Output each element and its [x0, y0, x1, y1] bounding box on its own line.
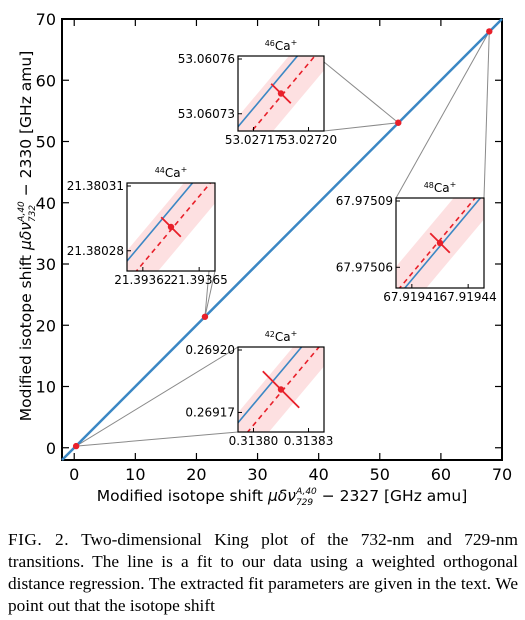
inset-data-point — [277, 90, 285, 97]
inset-y-tick-label: 53.06073 — [178, 107, 235, 121]
inset-band-group — [396, 198, 484, 288]
inset-data-point — [167, 223, 175, 231]
y-tick-label: 30 — [36, 255, 56, 274]
y-tick-label: 10 — [36, 378, 56, 397]
inset-x-tick-label: 53.02717 — [225, 133, 282, 147]
inset-fit-line — [238, 347, 324, 432]
inset-x-tick-label: 67.91941 — [383, 290, 440, 304]
data-point-42 — [72, 442, 80, 450]
inset-title: 46Ca+ — [265, 38, 298, 53]
inset-title-charge: + — [181, 165, 188, 174]
connector-line — [76, 431, 239, 447]
connector-line — [204, 270, 216, 317]
x-tick-label: 40 — [308, 465, 328, 484]
inset-plot-area — [238, 347, 324, 432]
inset-x-tick-label: 21.39362 — [114, 273, 171, 287]
x-tick-label: 10 — [125, 465, 145, 484]
fit-line — [61, 18, 503, 461]
inset-fit-line — [238, 56, 324, 131]
x-tick-label: 20 — [186, 465, 206, 484]
inset-y-tick-label: 0.26920 — [185, 343, 235, 357]
inset-x-tick-label: 0.31383 — [284, 434, 334, 448]
inset-title-charge: + — [450, 180, 457, 189]
figure-caption: FIG. 2. Two-dimensional King plot of the… — [8, 529, 518, 617]
inset-frame — [126, 182, 216, 272]
inset-title: 44Ca+ — [155, 165, 188, 180]
y-tick-label: 50 — [36, 133, 56, 152]
data-points — [72, 28, 493, 450]
inset-x-tick-label: 21.39365 — [171, 273, 228, 287]
x-tick-label: 50 — [370, 465, 390, 484]
inset-data-point — [277, 386, 285, 393]
y-tick-label: 60 — [36, 71, 56, 90]
inset-title: 42Ca+ — [265, 329, 298, 344]
data-point-44 — [201, 313, 209, 320]
inset-title-mass: 48 — [424, 181, 434, 190]
connector-line — [395, 31, 490, 199]
connector-line — [483, 31, 490, 199]
inset-title-mass: 46 — [265, 39, 275, 48]
insets-group: 44Ca+21.39362 21.3936521.3803121.3802846C… — [67, 38, 497, 448]
inset-plot-area — [127, 183, 215, 271]
y-tick-label: 70 — [36, 10, 56, 29]
y-tick-label: 20 — [36, 316, 56, 335]
inset-title-element: Ca — [434, 181, 450, 195]
inset-x-tick-label: 67.91944 — [440, 290, 497, 304]
inset-y-tick-label: 67.97509 — [336, 194, 393, 208]
connector-line — [75, 346, 239, 447]
caption-label: FIG. 2. — [8, 530, 70, 549]
x-tick-label: 30 — [247, 465, 267, 484]
inset-plot-area — [396, 198, 484, 288]
data-point-48 — [486, 28, 493, 35]
inset-data-point — [436, 239, 444, 247]
inset-plot-area — [238, 56, 324, 131]
x-tick-label: 60 — [431, 465, 451, 484]
inset-frame — [237, 55, 325, 132]
inset-x-tick-label: 53.02720 — [280, 133, 337, 147]
inset-y-tick-label: 53.06076 — [178, 52, 235, 66]
inset-x-tick-label: 0.31380 — [229, 434, 279, 448]
y-tick-label: 0 — [46, 439, 56, 458]
connector-line — [204, 270, 210, 317]
x-tick-label: 0 — [69, 465, 79, 484]
data-point-46 — [395, 119, 402, 126]
y-axis-label: Modified isotope shift μδν732A,40 − 2330… — [17, 51, 38, 422]
inset-frame — [395, 197, 485, 289]
inset-title-element: Ca — [275, 39, 291, 53]
main-axes-frame — [61, 18, 503, 461]
x-tick-label: 70 — [492, 465, 512, 484]
inset-fit-line — [127, 183, 215, 271]
inset-title-element: Ca — [275, 330, 291, 344]
connector-line — [323, 122, 399, 132]
main-axes-ticks: 0 10 20 30 40 50 60 70 0 10 20 30 40 50 60 70 — [36, 10, 513, 484]
inset-y-tick-label: 67.97506 — [336, 260, 393, 274]
inset-frame — [237, 346, 325, 433]
y-tick-label: 40 — [36, 194, 56, 213]
inset-connectors — [75, 31, 490, 447]
inset-title-mass: 44 — [155, 166, 165, 175]
connector-line — [323, 61, 399, 124]
caption-text: Two-dimensional King plot of the 732-nm … — [8, 530, 518, 615]
inset-y-tick-label: 21.38031 — [67, 179, 124, 193]
uncertainty-band — [396, 198, 484, 288]
inset-title-element: Ca — [165, 166, 181, 180]
x-axis-label: Modified isotope shift μδν729A,40 − 2327… — [97, 487, 468, 508]
inset-title: 48Ca+ — [424, 180, 457, 195]
inset-y-tick-label: 0.26917 — [185, 405, 235, 419]
inset-y-tick-label: 21.38028 — [67, 244, 124, 258]
inset-title-charge: + — [291, 329, 298, 338]
inset-title-charge: + — [291, 38, 298, 47]
fit-line-group — [61, 18, 503, 461]
inset-title-mass: 42 — [265, 330, 275, 339]
